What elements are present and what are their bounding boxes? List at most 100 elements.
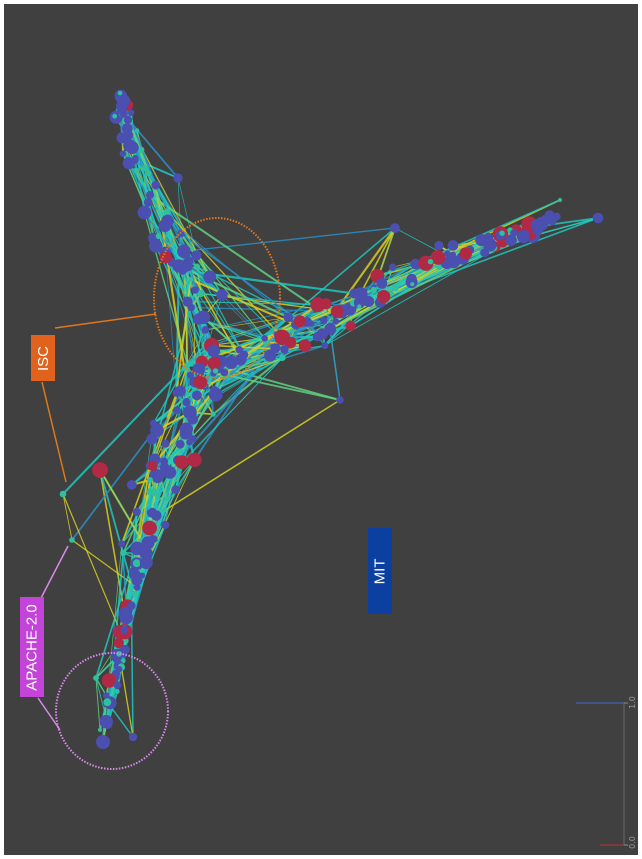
graph-node [123,115,133,125]
graph-node [161,520,170,530]
graph-node [141,536,155,550]
apache-label: APACHE-2.0 [20,597,44,697]
graph-node [128,109,135,117]
graph-node [191,250,202,261]
graph-edge [180,232,301,322]
graph-edge [122,152,179,179]
graph-node [143,558,151,566]
graph-node [410,282,415,287]
graph-node [120,549,127,557]
graph-node [102,692,110,699]
graph-node [124,639,129,644]
graph-node [235,346,243,354]
graph-edge [62,344,207,495]
graph-node [392,284,399,292]
graph-edge [212,356,284,416]
graph-node [113,681,122,690]
graph-node [128,732,138,742]
graph-node [149,419,158,427]
graph-edge [99,469,143,542]
graph-node [138,146,145,154]
graph-edge [71,539,138,588]
graph-node [161,214,174,227]
graph-edge [130,605,134,738]
graph-edge [155,399,341,517]
graph-node [357,304,362,309]
graph-node [212,368,219,374]
graph-edge [154,365,188,460]
graph-edge [357,227,396,298]
graph-edge [221,294,265,339]
graph-node [101,673,117,688]
graph-node [434,241,444,251]
graph-node [155,233,162,240]
graph-node [146,191,154,199]
graph-node [145,170,152,177]
graph-node [298,339,312,352]
graph-node [210,411,216,417]
graph-node [234,353,247,366]
graph-node [320,317,328,325]
graph-node [114,689,120,694]
graph-node [131,156,139,164]
graph-node [274,329,291,346]
graph-edge [149,194,337,323]
graph-edge [242,227,396,358]
graph-edge [95,677,101,730]
graph-node [188,277,193,282]
graph-node [172,259,186,273]
isc-callout-line [54,313,157,329]
graph-node [98,727,102,732]
graph-node [280,345,289,354]
graph-node [324,323,337,335]
graph-node [164,496,170,502]
graph-node [133,167,140,174]
graph-node [159,251,172,264]
graph-node [345,320,356,331]
graph-node [376,278,388,289]
graph-node [210,386,219,394]
graph-edge [99,469,136,594]
graph-node [336,396,344,404]
graph-node [93,675,99,681]
graph-node [505,234,517,247]
graph-node [193,375,208,390]
graph-node [186,439,193,446]
graph-node [201,326,210,334]
graph-node [172,389,181,397]
graph-node [330,305,344,318]
graph-node [187,452,202,468]
graph-node [177,244,191,259]
graph-node [430,250,446,265]
graph-node [321,342,329,350]
graph-edge [120,666,134,738]
graph-node [312,332,323,342]
graph-edge [102,543,123,743]
graph-edge [121,103,205,318]
graph-node [172,406,181,415]
graph-node [183,405,197,420]
graph-node [160,457,169,466]
graph-edge [95,677,107,696]
colorbar-max-label: 1.0 [627,696,637,709]
graph-edge [186,301,203,363]
graph-node [120,644,130,655]
graph-node [220,368,229,377]
graph-node [103,698,112,707]
graph-node [116,100,128,113]
graph-node [119,611,133,625]
isc-cluster-ellipse [153,217,281,379]
graph-node [197,290,205,297]
graph-edge [176,355,271,461]
graph-node [182,398,191,407]
graph-node [139,572,146,579]
graph-node [224,355,238,369]
graph-node [112,113,118,119]
graph-node [175,439,185,449]
graph-node [151,471,164,484]
graph-node [121,625,129,634]
graph-node [183,256,194,267]
graph-node [484,232,494,242]
graph-node [447,255,461,269]
graph-node [193,387,198,392]
